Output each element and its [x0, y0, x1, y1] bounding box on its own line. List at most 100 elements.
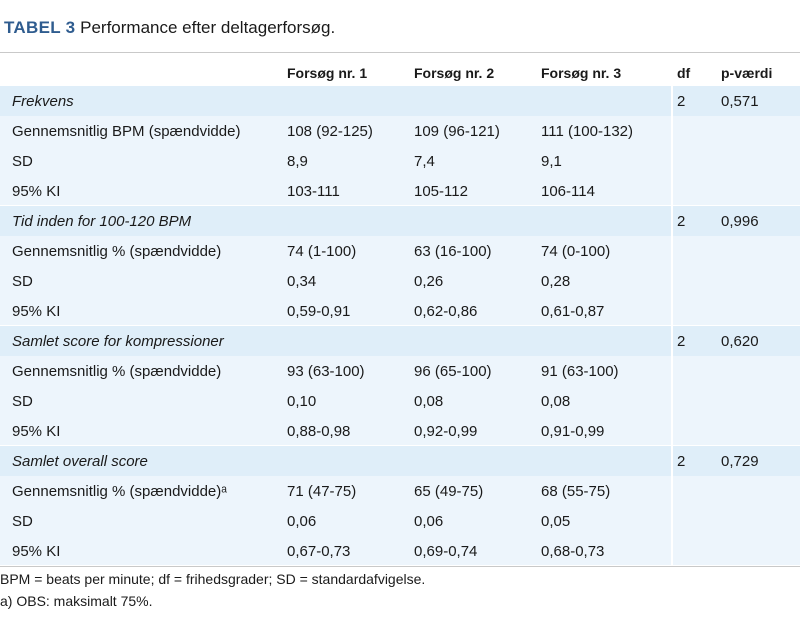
row-label: SD	[12, 273, 33, 290]
group-separator	[0, 325, 800, 326]
trial-3-value: 0,68-0,73	[541, 543, 605, 560]
group-name: Tid inden for 100-120 BPM	[12, 213, 192, 230]
table-row: Gennemsnitlig % (spændvidde) 93 (63-100) 9…	[0, 356, 800, 386]
trial-2-value: 65 (49-75)	[414, 483, 484, 500]
trial-2-value: 0,26	[414, 273, 444, 290]
p-value: 0,620	[721, 333, 759, 350]
trial-1-value: 103-111	[287, 183, 340, 200]
df-value: 2	[677, 213, 686, 230]
row-label: SD	[12, 393, 33, 410]
column-separator	[671, 86, 673, 206]
trial-1-value: 0,67-0,73	[287, 543, 351, 560]
trial-2-value: 7,4	[414, 153, 435, 170]
footnote-abbreviations: BPM = beats per minute; df = frihedsgrad…	[0, 571, 426, 587]
group-header-row: Samlet score for kompressioner 2 0,620	[0, 326, 800, 356]
group-header-row: Samlet overall score 2 0,729	[0, 446, 800, 476]
table-group: Frekvens 2 0,571 Gennemsnitlig BPM (spændvi…	[0, 86, 800, 206]
trial-2-value: 0,62-0,86	[414, 303, 478, 320]
table-group: Tid inden for 100-120 BPM 2 0,996 Gennemsni…	[0, 206, 800, 326]
group-name: Frekvens	[12, 93, 74, 110]
table-row: Gennemsnitlig % (spændvidde)ᵃ 71 (47-75) 6…	[0, 476, 800, 506]
table-caption: TABEL 3 Performance efter deltagerforsøg…	[0, 0, 800, 52]
table-row: SD 0,34 0,26 0,28	[0, 266, 800, 296]
group-header-row: Tid inden for 100-120 BPM 2 0,996	[0, 206, 800, 236]
p-value: 0,729	[721, 453, 759, 470]
trial-1-value: 0,06	[287, 513, 317, 530]
group-separator	[0, 445, 800, 446]
trial-3-value: 106-114	[541, 183, 595, 200]
p-value: 0,571	[721, 93, 759, 110]
trial-1-value: 108 (92-125)	[287, 123, 373, 140]
footnote-a: a) OBS: maksimalt 75%.	[0, 593, 153, 609]
trial-3-value: 0,05	[541, 513, 571, 530]
table-row: Gennemsnitlig % (spændvidde) 74 (1-100) 63…	[0, 236, 800, 266]
table-row: Gennemsnitlig BPM (spændvidde) 108 (92-12…	[0, 116, 800, 146]
row-label: Gennemsnitlig % (spændvidde)	[12, 243, 222, 260]
table-group: Samlet score for kompressioner 2 0,620 Genn…	[0, 326, 800, 446]
trial-1-value: 74 (1-100)	[287, 243, 357, 260]
trial-3-value: 0,91-0,99	[541, 423, 605, 440]
trial-2-value: 0,06	[414, 513, 444, 530]
group-header-row: Frekvens 2 0,571	[0, 86, 800, 116]
group-body-background	[0, 116, 800, 206]
bottom-rule	[0, 566, 800, 567]
df-value: 2	[677, 453, 686, 470]
trial-1-value: 71 (47-75)	[287, 483, 357, 500]
df-value: 2	[677, 93, 686, 110]
trial-3-value: 9,1	[541, 153, 562, 170]
trial-3-value: 68 (55-75)	[541, 483, 611, 500]
table-title: TABEL 3 Performance efter deltagerforsøg…	[4, 18, 335, 38]
row-label: Gennemsnitlig BPM (spændvidde)	[12, 123, 241, 140]
df-value: 2	[677, 333, 686, 350]
trial-1-value: 0,59-0,91	[287, 303, 351, 320]
group-body-background	[0, 476, 800, 566]
row-label: 95% KI	[12, 543, 61, 560]
row-label: 95% KI	[12, 183, 61, 200]
row-label: Gennemsnitlig % (spændvidde)	[12, 363, 222, 380]
group-band	[0, 326, 800, 356]
group-body-background	[0, 236, 800, 326]
group-separator	[0, 565, 800, 566]
table-row: 95% KI 0,88-0,98 0,92-0,99 0,91-0,99	[0, 416, 800, 446]
trial-2-value: 0,92-0,99	[414, 423, 478, 440]
header-cell-trial-2: Forsøg nr. 2	[414, 65, 495, 81]
trial-2-value: 0,69-0,74	[414, 543, 478, 560]
trial-1-value: 93 (63-100)	[287, 363, 365, 380]
column-separator	[671, 446, 673, 566]
row-label: Gennemsnitlig % (spændvidde)ᵃ	[12, 483, 227, 500]
table-row: 95% KI 0,67-0,73 0,69-0,74 0,68-0,73	[0, 536, 800, 566]
trial-2-value: 96 (65-100)	[414, 363, 492, 380]
trial-2-value: 63 (16-100)	[414, 243, 492, 260]
column-separator	[671, 206, 673, 326]
header-cell-trial-1: Forsøg nr. 1	[287, 65, 368, 81]
row-label: SD	[12, 153, 33, 170]
trial-1-value: 0,34	[287, 273, 317, 290]
group-separator	[0, 205, 800, 206]
header-cell-p-value: p-værdi	[721, 65, 773, 81]
top-rule	[0, 52, 800, 53]
trial-2-value: 0,08	[414, 393, 444, 410]
trial-3-value: 74 (0-100)	[541, 243, 611, 260]
column-separator	[671, 326, 673, 446]
group-band	[0, 446, 800, 476]
trial-3-value: 0,08	[541, 393, 571, 410]
table-row: 95% KI 103-111 105-112 106-114	[0, 176, 800, 206]
table-row: 95% KI 0,59-0,91 0,62-0,86 0,61-0,87	[0, 296, 800, 326]
header-cell-df: df	[677, 65, 691, 81]
group-name: Samlet overall score	[12, 453, 148, 470]
table-label: TABEL 3	[4, 18, 76, 37]
trial-1-value: 0,88-0,98	[287, 423, 351, 440]
group-band	[0, 206, 800, 236]
table-row: SD 0,10 0,08 0,08	[0, 386, 800, 416]
row-label: 95% KI	[12, 423, 61, 440]
group-band	[0, 86, 800, 116]
group-body-background	[0, 356, 800, 446]
table-header: Forsøg nr. 1 Forsøg nr. 2 Forsøg nr. 3 d…	[0, 53, 800, 86]
table-title-text: Performance efter deltagerforsøg.	[80, 18, 336, 37]
trial-1-value: 0,10	[287, 393, 317, 410]
trial-2-value: 109 (96-121)	[414, 123, 500, 140]
trial-3-value: 111 (100-132)	[541, 123, 634, 140]
table-row: SD 0,06 0,06 0,05	[0, 506, 800, 536]
table-group: Samlet overall score 2 0,729 Gennemsnitlig …	[0, 446, 800, 566]
row-label: SD	[12, 513, 33, 530]
